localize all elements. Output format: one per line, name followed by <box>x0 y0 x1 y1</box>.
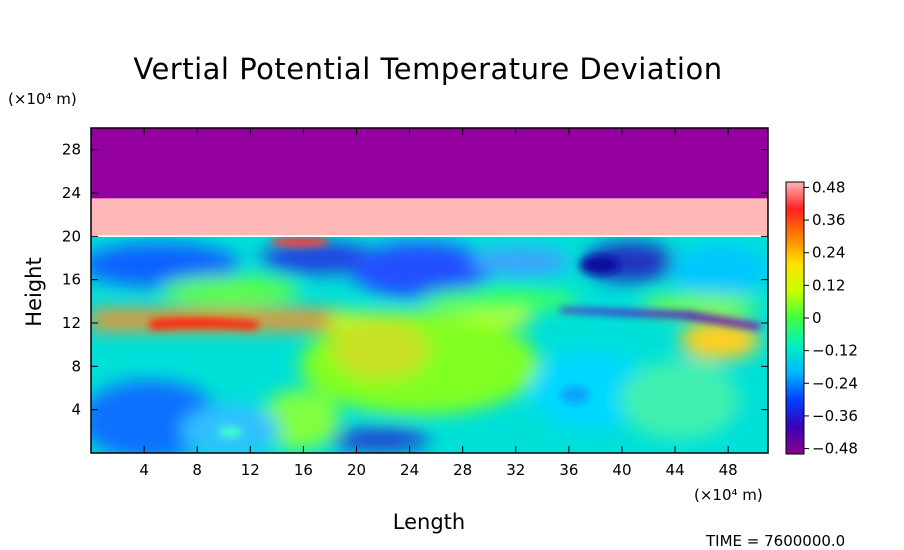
colorbar-ticks: 0.48 0.36 0.24 0.12 0 −0.12 −0.24 −0.36 −0.48 <box>804 178 858 458</box>
colorbar-tick-label: −0.12 <box>812 342 858 360</box>
colorbar-tick-label: 0 <box>812 309 822 327</box>
x-axis-unit: (×10⁴ m) <box>694 486 763 504</box>
x-tick-label: 32 <box>506 461 525 479</box>
colorbar-scale <box>785 181 805 455</box>
colorbar: 0.48 0.36 0.24 0.12 0 −0.12 −0.24 −0.36 −0.48 <box>785 178 858 458</box>
layer-top-purple <box>91 128 768 199</box>
x-tick-label: 4 <box>139 461 149 479</box>
colorbar-tick-label: 0.12 <box>812 276 845 294</box>
x-tick-label: 12 <box>241 461 260 479</box>
layer-pink <box>91 198 768 236</box>
field-region <box>91 237 768 453</box>
x-tick-label: 48 <box>719 461 738 479</box>
y-tick-label: 20 <box>62 227 81 245</box>
x-tick-label: 24 <box>400 461 419 479</box>
chart-title: Vertial Potential Temperature Deviation <box>133 52 723 86</box>
x-tick-label: 44 <box>666 461 685 479</box>
x-tick-label: 28 <box>453 461 472 479</box>
colorbar-tick-label: 0.48 <box>812 178 845 196</box>
x-axis-label: Length <box>392 510 466 534</box>
y-tick-label: 16 <box>62 271 81 289</box>
colorbar-tick-label: −0.36 <box>812 407 858 425</box>
y-tick-label: 24 <box>62 184 81 202</box>
y-tick-label: 4 <box>71 401 81 419</box>
y-tick-label: 12 <box>62 314 81 332</box>
x-tick-label: 20 <box>347 461 366 479</box>
y-tick-label: 28 <box>62 141 81 159</box>
x-tick-label: 36 <box>559 461 578 479</box>
colorbar-tick-label: −0.48 <box>812 440 858 458</box>
colorbar-tick-label: 0.24 <box>812 244 845 262</box>
colorbar-tick-label: −0.24 <box>812 374 858 392</box>
x-tick-label: 16 <box>294 461 313 479</box>
x-tick-label: 8 <box>192 461 202 479</box>
y-axis: 4 8 12 16 20 24 28 <box>62 141 768 419</box>
x-tick-label: 40 <box>612 461 631 479</box>
plot-frame <box>90 127 769 454</box>
x-axis: 4 8 12 16 20 24 28 32 36 40 44 48 <box>139 128 738 479</box>
colorbar-tick-label: 0.36 <box>812 211 845 229</box>
y-axis-unit: (×10⁴ m) <box>8 90 77 108</box>
y-tick-label: 8 <box>71 357 81 375</box>
